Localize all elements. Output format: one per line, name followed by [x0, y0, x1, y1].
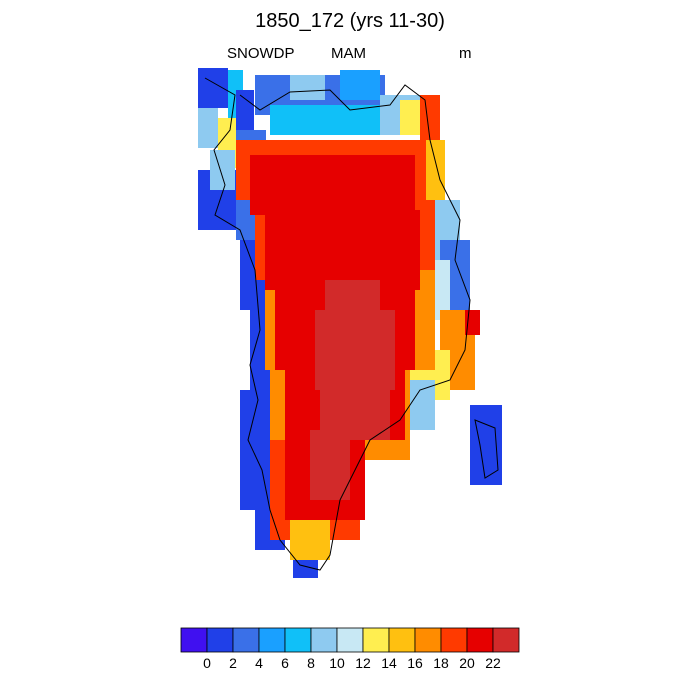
colorbar-cell: [440, 627, 468, 653]
colorbar-tick-label: 22: [485, 655, 501, 671]
colorbar-cell: [284, 627, 312, 653]
variable-label: SNOWDP: [227, 45, 295, 62]
colorbar-cell: [466, 627, 494, 653]
colorbar-tick-label: 8: [307, 655, 315, 671]
colorbar-tick-labels: 0 2 4 6 8 10 12 14 16 18 20 22: [203, 655, 501, 671]
colorbar-cell: [180, 627, 208, 653]
colorbar-tick-label: 0: [203, 655, 211, 671]
colorbar-cell: [206, 627, 234, 653]
colorbar-cells: [180, 627, 520, 653]
plot-title: 1850_172 (yrs 11-30): [255, 10, 445, 32]
colorbar-tick-label: 10: [329, 655, 345, 671]
season-label: MAM: [331, 45, 366, 62]
units-label: m: [459, 45, 472, 62]
colorbar-tick-label: 20: [459, 655, 475, 671]
map-cells: [198, 68, 502, 578]
colorbar-cell: [232, 627, 260, 653]
colorbar-tick-label: 2: [229, 655, 237, 671]
colorbar-tick-label: 14: [381, 655, 397, 671]
colorbar-cell: [362, 627, 390, 653]
colorbar-cell: [414, 627, 442, 653]
coastline: [204, 77, 499, 571]
colorbar-cell: [258, 627, 286, 653]
colorbar-tick-label: 18: [433, 655, 449, 671]
colorbar-tick-label: 12: [355, 655, 371, 671]
colorbar-tick-label: 6: [281, 655, 289, 671]
colorbar-cell: [492, 627, 520, 653]
colorbar-tick-label: 4: [255, 655, 263, 671]
colorbar-tick-label: 16: [407, 655, 423, 671]
colorbar-cell: [336, 627, 364, 653]
colorbar-cell: [388, 627, 416, 653]
colorbar-cell: [310, 627, 338, 653]
